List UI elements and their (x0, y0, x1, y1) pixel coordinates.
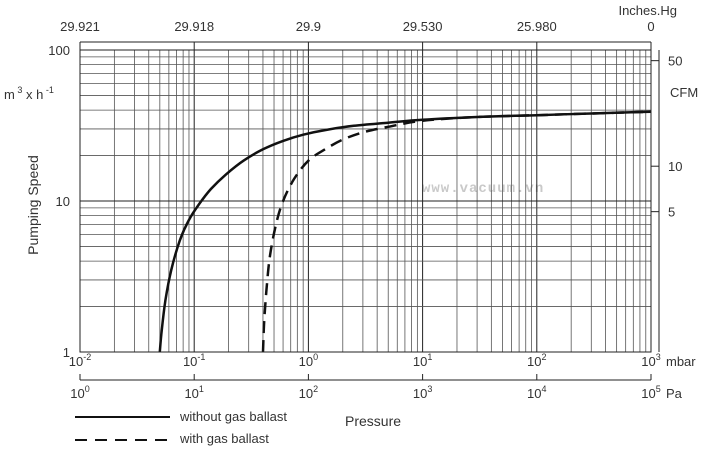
mbar-tick-label: 102 (527, 352, 546, 369)
pa-tick-label-base: 10 (299, 386, 313, 401)
mbar-tick-label-exponent: 1 (427, 352, 432, 362)
pa-tick-label-exponent: 0 (85, 384, 90, 394)
mbar-tick-label-base: 10 (527, 354, 541, 369)
mbar-tick-label: 100 (299, 352, 318, 369)
series-line-with-gas-ballast (261, 110, 652, 353)
mbar-tick-label-base: 10 (299, 354, 313, 369)
mbar-tick-label-exponent: 3 (656, 352, 661, 362)
top-axis-tick-label: 29.530 (403, 19, 443, 34)
pa-tick-label-base: 10 (413, 386, 427, 401)
series-group (158, 110, 652, 353)
mbar-tick-label: 10-1 (183, 352, 205, 369)
top-axis-tick-label: 29.9 (296, 19, 321, 34)
mbar-tick-label-base: 10 (183, 354, 197, 369)
pa-tick-label-exponent: 4 (542, 384, 547, 394)
mbar-tick-label-exponent: 0 (313, 352, 318, 362)
right-axis-tick-label: 10 (668, 159, 682, 174)
mbar-tick-label: 101 (413, 352, 432, 369)
pa-tick-label-exponent: 2 (313, 384, 318, 394)
mbar-tick-label-exponent: -1 (197, 352, 205, 362)
pa-tick-label-exponent: 1 (199, 384, 204, 394)
y-axis-unit-part: m (4, 87, 15, 102)
mbar-tick-label: 10-2 (69, 352, 91, 369)
pa-tick-label: 103 (413, 384, 432, 401)
top-axis-tick-label: 29.921 (60, 19, 100, 34)
watermark: www.vacuum.vn (422, 181, 544, 197)
pa-unit: Pa (666, 386, 683, 401)
plot-frame (79, 49, 652, 353)
mbar-tick-label: 103 (641, 352, 660, 369)
x-axis-label: Pressure (345, 413, 401, 429)
axes-group: 29.921 29.918 29.9 29.530 25.980 0Inches.Hg11… (4, 3, 698, 401)
pa-tick-label: 105 (641, 384, 660, 401)
top-axis-tick-label: 0 (647, 19, 654, 34)
left-axis-tick-label: 1 (63, 345, 70, 360)
series-line-without-gas-ballast (158, 110, 652, 353)
pa-tick-label-exponent: 5 (656, 384, 661, 394)
top-axis-tick-label: 25.980 (517, 19, 557, 34)
mbar-tick-label-exponent: -2 (83, 352, 91, 362)
pa-tick-label: 100 (70, 384, 89, 401)
y-axis-unit-part: x (22, 87, 33, 102)
pa-tick-label-exponent: 3 (427, 384, 432, 394)
pa-tick-label-base: 10 (527, 386, 541, 401)
right-axis-unit: CFM (670, 85, 698, 100)
y-axis-unit-part: -1 (43, 85, 54, 95)
left-axis-tick-label: 100 (48, 43, 70, 58)
top-axis-unit: Inches.Hg (618, 3, 677, 18)
pa-tick-label: 104 (527, 384, 546, 401)
top-axis-tick-label: 29.918 (174, 19, 214, 34)
y-axis-label: Pumping Speed (25, 155, 41, 255)
pa-tick-label-base: 10 (641, 386, 655, 401)
pa-tick-label-base: 10 (70, 386, 84, 401)
mbar-tick-label-base: 10 (641, 354, 655, 369)
mbar-tick-label-base: 10 (69, 354, 83, 369)
mbar-tick-label-exponent: 2 (542, 352, 547, 362)
right-axis-tick-label: 5 (668, 205, 675, 220)
legend: without gas ballast with gas ballast (75, 409, 287, 446)
mbar-unit: mbar (666, 354, 696, 369)
left-axis-tick-label: 10 (56, 194, 70, 209)
pa-tick-label: 102 (299, 384, 318, 401)
y-axis-unit-part: h (32, 87, 43, 102)
pa-tick-label-base: 10 (184, 386, 198, 401)
mbar-tick-label-base: 10 (413, 354, 427, 369)
y-axis-unit: m 3 x h -1 (4, 85, 54, 102)
right-axis-tick-label: 50 (668, 54, 682, 69)
legend-label-with-gas-ballast: with gas ballast (179, 431, 269, 446)
pa-tick-label: 101 (184, 384, 203, 401)
legend-label-without-gas-ballast: without gas ballast (179, 409, 287, 424)
y-axis-unit-part: 3 (15, 85, 23, 95)
